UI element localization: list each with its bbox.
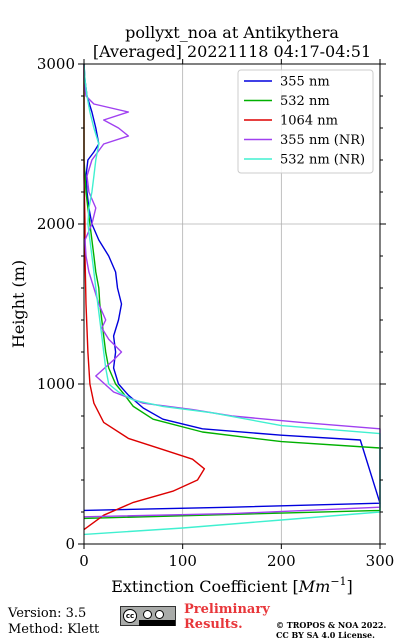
x-axis-label-text: Extinction Coefficient [ xyxy=(111,577,299,596)
preliminary-line1: Preliminary xyxy=(184,602,270,617)
y-axis-label: Height (m) xyxy=(9,260,28,348)
legend-label-1: 532 nm xyxy=(280,94,330,109)
y-tick-label: 2000 xyxy=(37,215,75,233)
chart-title-line1: pollyxt_noa at Antikythera xyxy=(125,23,339,42)
y-tick-label: 0 xyxy=(65,535,75,553)
legend: 355 nm 532 nm 1064 nm 355 nm (NR) 532 nm (NR… xyxy=(237,69,374,174)
method-text: Method: Klett xyxy=(8,622,100,637)
legend-label-3: 355 nm (NR) xyxy=(280,133,365,148)
y-tick-label: 1000 xyxy=(37,375,75,393)
chart-title-line2: [Averaged] 20221118 04:17-04:51 xyxy=(93,42,371,61)
license-band xyxy=(139,620,175,626)
x-tick-label: 100 xyxy=(168,552,197,570)
x-tick-label: 300 xyxy=(366,552,395,570)
sa-icon xyxy=(155,610,164,619)
cc-icon: cc xyxy=(123,609,137,623)
y-tick-label: 3000 xyxy=(37,55,75,73)
copyright-note: © TROPOS & NOA 2022. CC BY SA 4.0 Licens… xyxy=(276,620,386,640)
plot-frame xyxy=(83,63,381,545)
legend-label-0: 355 nm xyxy=(280,75,330,90)
x-axis-label-unit: Mm xyxy=(298,577,331,596)
cc-by-sa-license-logo: cc xyxy=(120,606,176,626)
series-line-2 xyxy=(83,64,206,531)
copyright-line1: © TROPOS & NOA 2022. xyxy=(276,620,387,630)
x-axis-label: Extinction Coefficient [Mm−1] xyxy=(111,575,353,596)
series-line-4 xyxy=(83,63,381,536)
legend-label-2: 1064 nm xyxy=(280,114,338,129)
version-text: Version: 3.5 xyxy=(8,606,87,621)
by-icon xyxy=(143,610,152,619)
preliminary-line2: Results. xyxy=(184,617,243,632)
legend-label-4: 532 nm (NR) xyxy=(280,153,365,168)
preliminary-results-note: Preliminary Results. xyxy=(184,602,284,632)
legend-box xyxy=(237,69,374,174)
x-axis-label-close: ] xyxy=(347,577,353,596)
copyright-line2: CC BY SA 4.0 License. xyxy=(276,630,375,640)
x-tick-label: 0 xyxy=(79,552,89,570)
x-axis-label-exponent: −1 xyxy=(330,575,346,588)
x-tick-label: 200 xyxy=(267,552,296,570)
extinction-profile-chart: pollyxt_noa at Antikythera [Averaged] 20… xyxy=(9,23,395,596)
